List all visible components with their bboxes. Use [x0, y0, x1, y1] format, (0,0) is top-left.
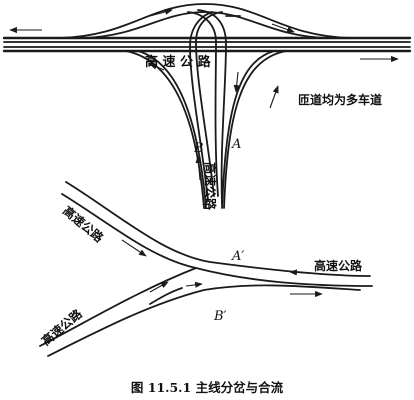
- figure-caption: 图 11.5.1 主线分岔与合流: [131, 380, 284, 395]
- lower-left-highway-label: 高速公路: [38, 305, 85, 348]
- point-b-prime-label: B′: [213, 309, 227, 324]
- mainline-highway: [2, 36, 412, 53]
- ramp-note-label: 匝道均为多车道: [298, 92, 382, 107]
- lower-left-highway: [39, 267, 361, 357]
- right-highway: [195, 267, 373, 287]
- mainline-highway-label: 高 速 公 路: [145, 54, 212, 70]
- point-a-prime-label: A′: [231, 249, 244, 264]
- right-highway-label: 高速公路: [314, 258, 363, 273]
- upper-left-highway-label: 高速公路: [60, 203, 107, 246]
- point-b-label: B: [193, 141, 204, 156]
- center-loop-ramps: [187, 9, 241, 205]
- branch-highway-label: 高速公路: [203, 162, 218, 211]
- top-interchange-diagram: 高 速 公 路 匝道均为多车道 A B 高速公路: [2, 3, 412, 211]
- top-traffic-arrows: [9, 8, 399, 181]
- bottom-traffic-arrows: [121, 239, 323, 298]
- upper-left-highway: [61, 181, 371, 277]
- outer-ramps: [125, 50, 287, 209]
- point-a-label: A: [231, 137, 241, 152]
